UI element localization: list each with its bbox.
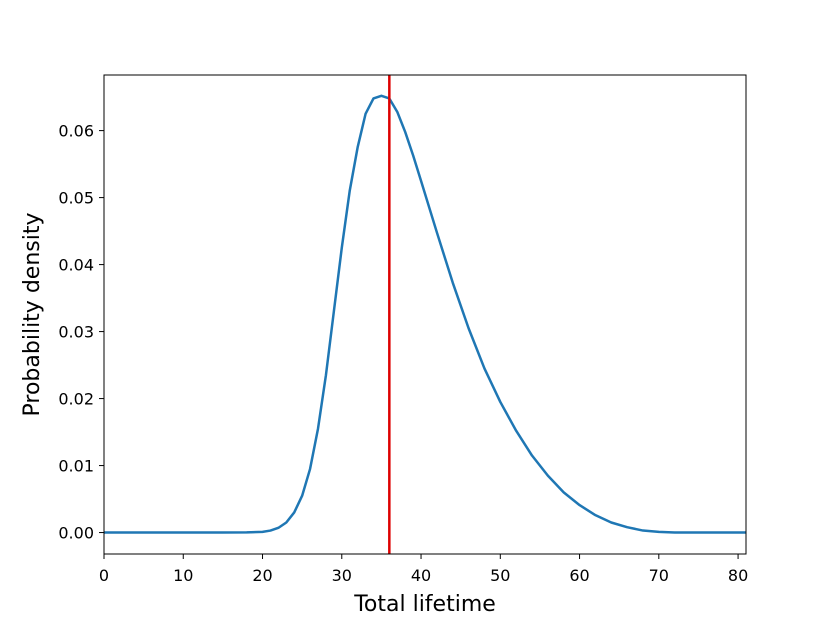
x-tick-label: 10 bbox=[173, 566, 193, 585]
y-tick-label: 0.06 bbox=[58, 122, 94, 141]
x-tick-label: 0 bbox=[99, 566, 109, 585]
x-tick-label: 70 bbox=[649, 566, 669, 585]
x-tick-label: 60 bbox=[569, 566, 589, 585]
y-tick-label: 0.03 bbox=[58, 323, 94, 342]
plot-area bbox=[104, 75, 746, 554]
y-tick-label: 0.02 bbox=[58, 390, 94, 409]
y-axis-ticks: 0.00 0.01 0.02 0.03 0.04 0.05 0.06 bbox=[58, 122, 104, 543]
density-curve-series-0 bbox=[104, 94, 746, 534]
x-axis-ticks: 0 10 20 30 40 50 60 70 80 bbox=[99, 554, 748, 585]
y-tick-label: 0.00 bbox=[58, 524, 94, 543]
x-tick-label: 80 bbox=[728, 566, 748, 585]
y-axis-label: Probability density bbox=[20, 213, 45, 417]
x-tick-label: 30 bbox=[332, 566, 352, 585]
x-tick-label: 20 bbox=[252, 566, 272, 585]
y-tick-label: 0.05 bbox=[58, 189, 94, 208]
x-tick-label: 50 bbox=[490, 566, 510, 585]
y-tick-label: 0.01 bbox=[58, 457, 94, 476]
y-tick-label: 0.04 bbox=[58, 256, 94, 275]
x-tick-label: 40 bbox=[411, 566, 431, 585]
axes-frame bbox=[103, 74, 747, 555]
x-axis-label: Total lifetime bbox=[353, 592, 496, 617]
